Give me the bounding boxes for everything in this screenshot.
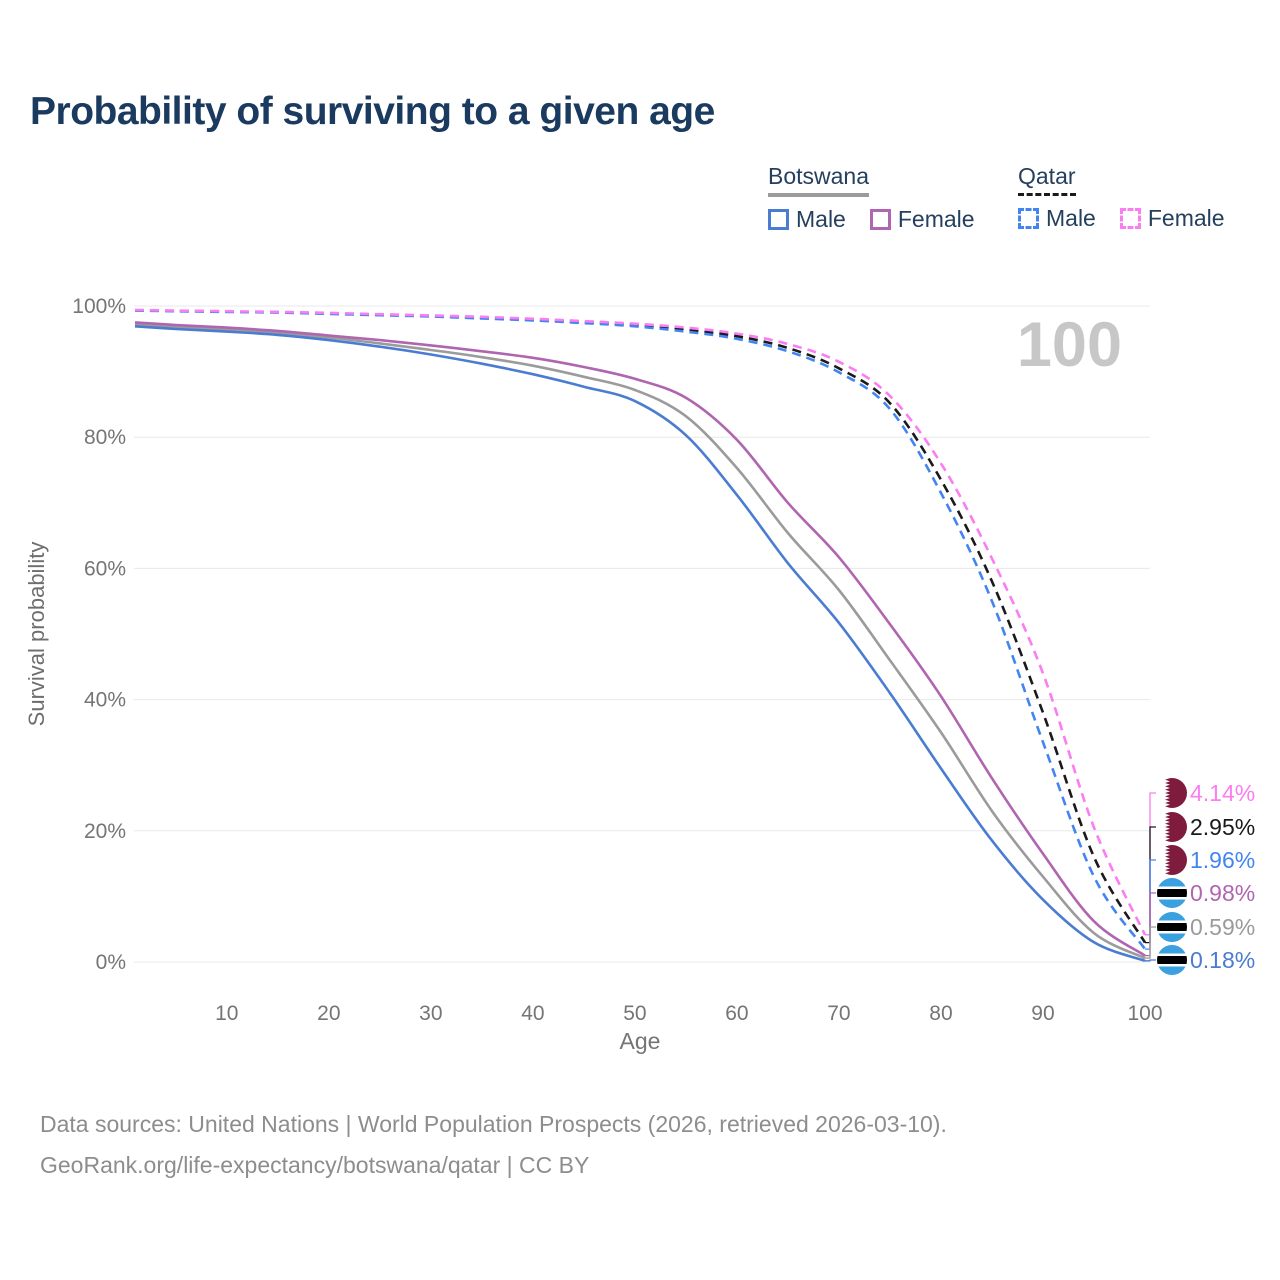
line-botswana-female — [134, 321, 1146, 957]
x-tick-label: 30 — [419, 1002, 442, 1025]
line-qatar-total — [134, 309, 1147, 944]
legend-item-qatar-male[interactable]: Male — [1018, 205, 1096, 232]
data-source-footer: Data sources: United Nations | World Pop… — [40, 1104, 947, 1186]
legend-group-botswana: Botswana Male Female — [768, 163, 975, 233]
legend-item-label: Female — [897, 206, 975, 232]
y-tick-label: 0% — [96, 951, 126, 974]
botswana-female-swatch-icon — [869, 209, 891, 230]
x-tick-label: 90 — [1031, 1002, 1054, 1025]
footer-license-line: GeoRank.org/life-expectancy/botswana/qat… — [40, 1152, 590, 1178]
y-tick-label: 20% — [84, 820, 126, 843]
x-tick-label: 60 — [725, 1002, 748, 1025]
x-tick-label: 80 — [929, 1002, 952, 1025]
end-value-label: 0.59% — [1190, 914, 1255, 940]
end-value-label: 1.96% — [1190, 847, 1255, 873]
qatar-flag-icon — [1157, 812, 1187, 842]
end-value-labels: 4.14% 2.95% 1.96% 0.98% 0.59% 0.18% — [1145, 778, 1255, 975]
legend-country-botswana: Botswana — [768, 163, 870, 197]
legend-item-botswana-male[interactable]: Male — [768, 206, 846, 233]
gridlines — [134, 305, 1150, 963]
legend-group-qatar: Qatar Male Female — [1018, 163, 1225, 232]
qatar-flag-icon — [1157, 845, 1187, 875]
footer-sources-line: Data sources: United Nations | World Pop… — [40, 1111, 947, 1137]
x-tick-label: 70 — [827, 1002, 850, 1025]
legend-item-label: Male — [1046, 205, 1096, 231]
line-qatar-male — [134, 309, 1147, 950]
page-title: Probability of surviving to a given age — [30, 90, 715, 133]
age-100-annotation: 100 — [1017, 310, 1122, 380]
x-axis-title: Age — [620, 1028, 661, 1054]
qatar-flag-icon — [1157, 778, 1187, 808]
x-tick-label: 20 — [317, 1002, 340, 1025]
end-value-label: 4.14% — [1190, 780, 1255, 806]
qatar-male-swatch-icon — [1018, 208, 1039, 229]
legend-item-qatar-female[interactable]: Female — [1119, 205, 1225, 232]
y-tick-label: 60% — [84, 557, 126, 580]
botswana-male-swatch-icon — [768, 209, 789, 230]
label-connector — [1145, 959, 1156, 962]
label-connector — [1145, 926, 1156, 959]
end-value-label: 0.18% — [1190, 947, 1255, 973]
x-tick-label: 10 — [215, 1002, 238, 1025]
botswana-flag-icon — [1157, 945, 1187, 975]
x-tick-label: 50 — [623, 1002, 646, 1025]
y-tick-label: 80% — [84, 426, 126, 449]
botswana-flag-icon — [1157, 912, 1187, 942]
line-botswana-total — [134, 323, 1146, 960]
axis-tick-labels: 0% 20% 40% 60% 80% 100% 10 20 30 40 50 60 70 80 90 100 — [72, 295, 1162, 1025]
y-tick-label: 100% — [72, 295, 126, 318]
qatar-female-swatch-icon — [1119, 208, 1141, 229]
x-tick-label: 100 — [1127, 1002, 1162, 1025]
botswana-flag-icon — [1157, 878, 1187, 908]
legend-item-botswana-female[interactable]: Female — [869, 206, 975, 233]
y-axis-title: Survival probability — [24, 542, 49, 727]
y-tick-label: 40% — [84, 689, 126, 712]
line-qatar-female — [134, 308, 1147, 936]
label-connector — [1145, 892, 1156, 957]
legend-item-label: Female — [1147, 205, 1225, 231]
legend-country-qatar: Qatar — [1018, 163, 1076, 196]
legend-item-label: Male — [796, 206, 846, 232]
end-value-label: 0.98% — [1190, 880, 1255, 906]
x-tick-label: 40 — [521, 1002, 544, 1025]
series-lines — [134, 308, 1147, 963]
line-botswana-male — [134, 325, 1146, 963]
end-value-label: 2.95% — [1190, 814, 1255, 840]
